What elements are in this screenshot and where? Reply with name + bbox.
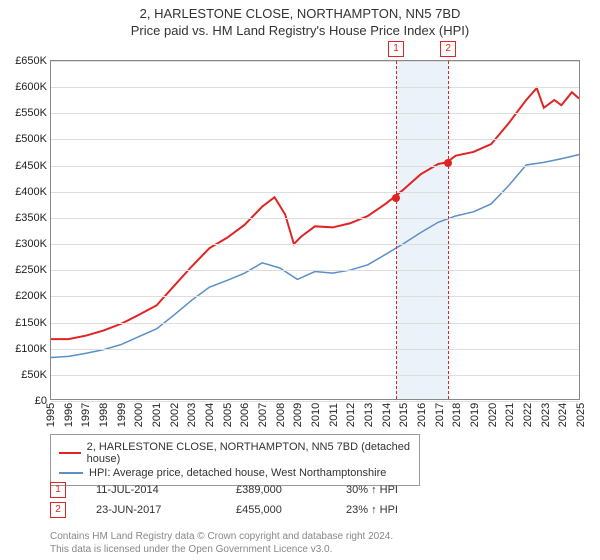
reference-line [396,61,397,399]
y-gridline [51,61,579,62]
y-gridline [51,139,579,140]
sales-table: 1 11-JUL-2014 £389,000 30% ↑ HPI 2 23-JU… [50,478,580,522]
x-axis-label: 2002 [169,403,181,427]
series-subject [51,88,579,339]
x-axis-label: 2016 [416,403,428,427]
x-axis-label: 2019 [469,403,481,427]
y-axis-label: £150K [3,317,47,329]
y-axis-label: £0 [3,395,47,407]
x-axis-label: 2024 [557,403,569,427]
x-axis-label: 2011 [328,403,340,427]
y-axis-label: £100K [3,343,47,355]
sales-diff: 23% ↑ HPI [346,504,446,516]
title-main: 2, HARLESTONE CLOSE, NORTHAMPTON, NN5 7B… [0,6,600,21]
legend-row: 2, HARLESTONE CLOSE, NORTHAMPTON, NN5 7B… [59,441,411,465]
y-gridline [51,218,579,219]
sales-diff: 30% ↑ HPI [346,484,446,496]
x-axis-label: 2013 [363,403,375,427]
x-axis-label: 2006 [239,403,251,427]
sales-row: 2 23-JUN-2017 £455,000 23% ↑ HPI [50,502,580,518]
x-axis-label: 2017 [434,403,446,427]
sales-badge: 1 [50,482,66,498]
y-gridline [51,323,579,324]
sales-badge: 2 [50,502,66,518]
footer-line2: This data is licensed under the Open Gov… [50,543,393,556]
y-axis-label: £600K [3,81,47,93]
reference-line [448,61,449,399]
series-hpi [51,155,579,358]
x-axis-label: 2007 [257,403,269,427]
x-axis-label: 2021 [504,403,516,427]
x-axis-label: 2022 [522,403,534,427]
y-gridline [51,270,579,271]
legend-swatch-hpi [59,472,83,474]
x-axis-label: 2025 [575,403,587,427]
x-axis-label: 2009 [292,403,304,427]
y-gridline [51,244,579,245]
x-axis-label: 1996 [63,403,75,427]
sales-price: £389,000 [236,484,316,496]
x-axis-label: 2010 [310,403,322,427]
y-gridline [51,166,579,167]
legend-swatch-subject [59,452,81,454]
x-axis-label: 2001 [151,403,163,427]
x-axis-label: 2020 [487,403,499,427]
sales-row: 1 11-JUL-2014 £389,000 30% ↑ HPI [50,482,580,498]
x-axis-label: 2003 [186,403,198,427]
x-axis-label: 2012 [345,403,357,427]
x-axis-label: 2004 [204,403,216,427]
legend-text-subject: 2, HARLESTONE CLOSE, NORTHAMPTON, NN5 7B… [87,441,411,465]
y-axis-label: £50K [3,369,47,381]
x-axis-label: 2008 [275,403,287,427]
y-axis-label: £350K [3,212,47,224]
x-axis-label: 1999 [116,403,128,427]
footer-line1: Contains HM Land Registry data © Crown c… [50,530,393,543]
x-axis-label: 1995 [45,403,57,427]
plot-area: £0£50K£100K£150K£200K£250K£300K£350K£400… [50,60,580,400]
y-axis-label: £200K [3,290,47,302]
y-axis-label: £500K [3,133,47,145]
y-axis-label: £650K [3,55,47,67]
sales-price: £455,000 [236,504,316,516]
sales-date: 11-JUL-2014 [96,484,206,496]
reference-badge: 2 [440,41,456,57]
x-axis-label: 2018 [451,403,463,427]
y-gridline [51,192,579,193]
sales-date: 23-JUN-2017 [96,504,206,516]
x-axis-label: 2015 [398,403,410,427]
x-axis-label: 1997 [80,403,92,427]
x-axis-label: 2005 [222,403,234,427]
y-gridline [51,296,579,297]
y-axis-label: £250K [3,264,47,276]
y-axis-label: £450K [3,160,47,172]
chart-container: 2, HARLESTONE CLOSE, NORTHAMPTON, NN5 7B… [0,0,600,560]
x-axis-label: 2023 [540,403,552,427]
reference-badge: 1 [388,41,404,57]
y-gridline [51,113,579,114]
y-gridline [51,349,579,350]
title-sub: Price paid vs. HM Land Registry's House … [0,23,600,38]
x-axis-label: 1998 [98,403,110,427]
title-block: 2, HARLESTONE CLOSE, NORTHAMPTON, NN5 7B… [0,0,600,38]
footer-attribution: Contains HM Land Registry data © Crown c… [50,530,393,556]
sale-marker [444,159,452,167]
x-axis-label: 2000 [133,403,145,427]
y-gridline [51,375,579,376]
x-axis-label: 2014 [381,403,393,427]
y-axis-label: £300K [3,238,47,250]
y-axis-label: £400K [3,186,47,198]
y-gridline [51,87,579,88]
y-axis-label: £550K [3,107,47,119]
sale-marker [392,194,400,202]
